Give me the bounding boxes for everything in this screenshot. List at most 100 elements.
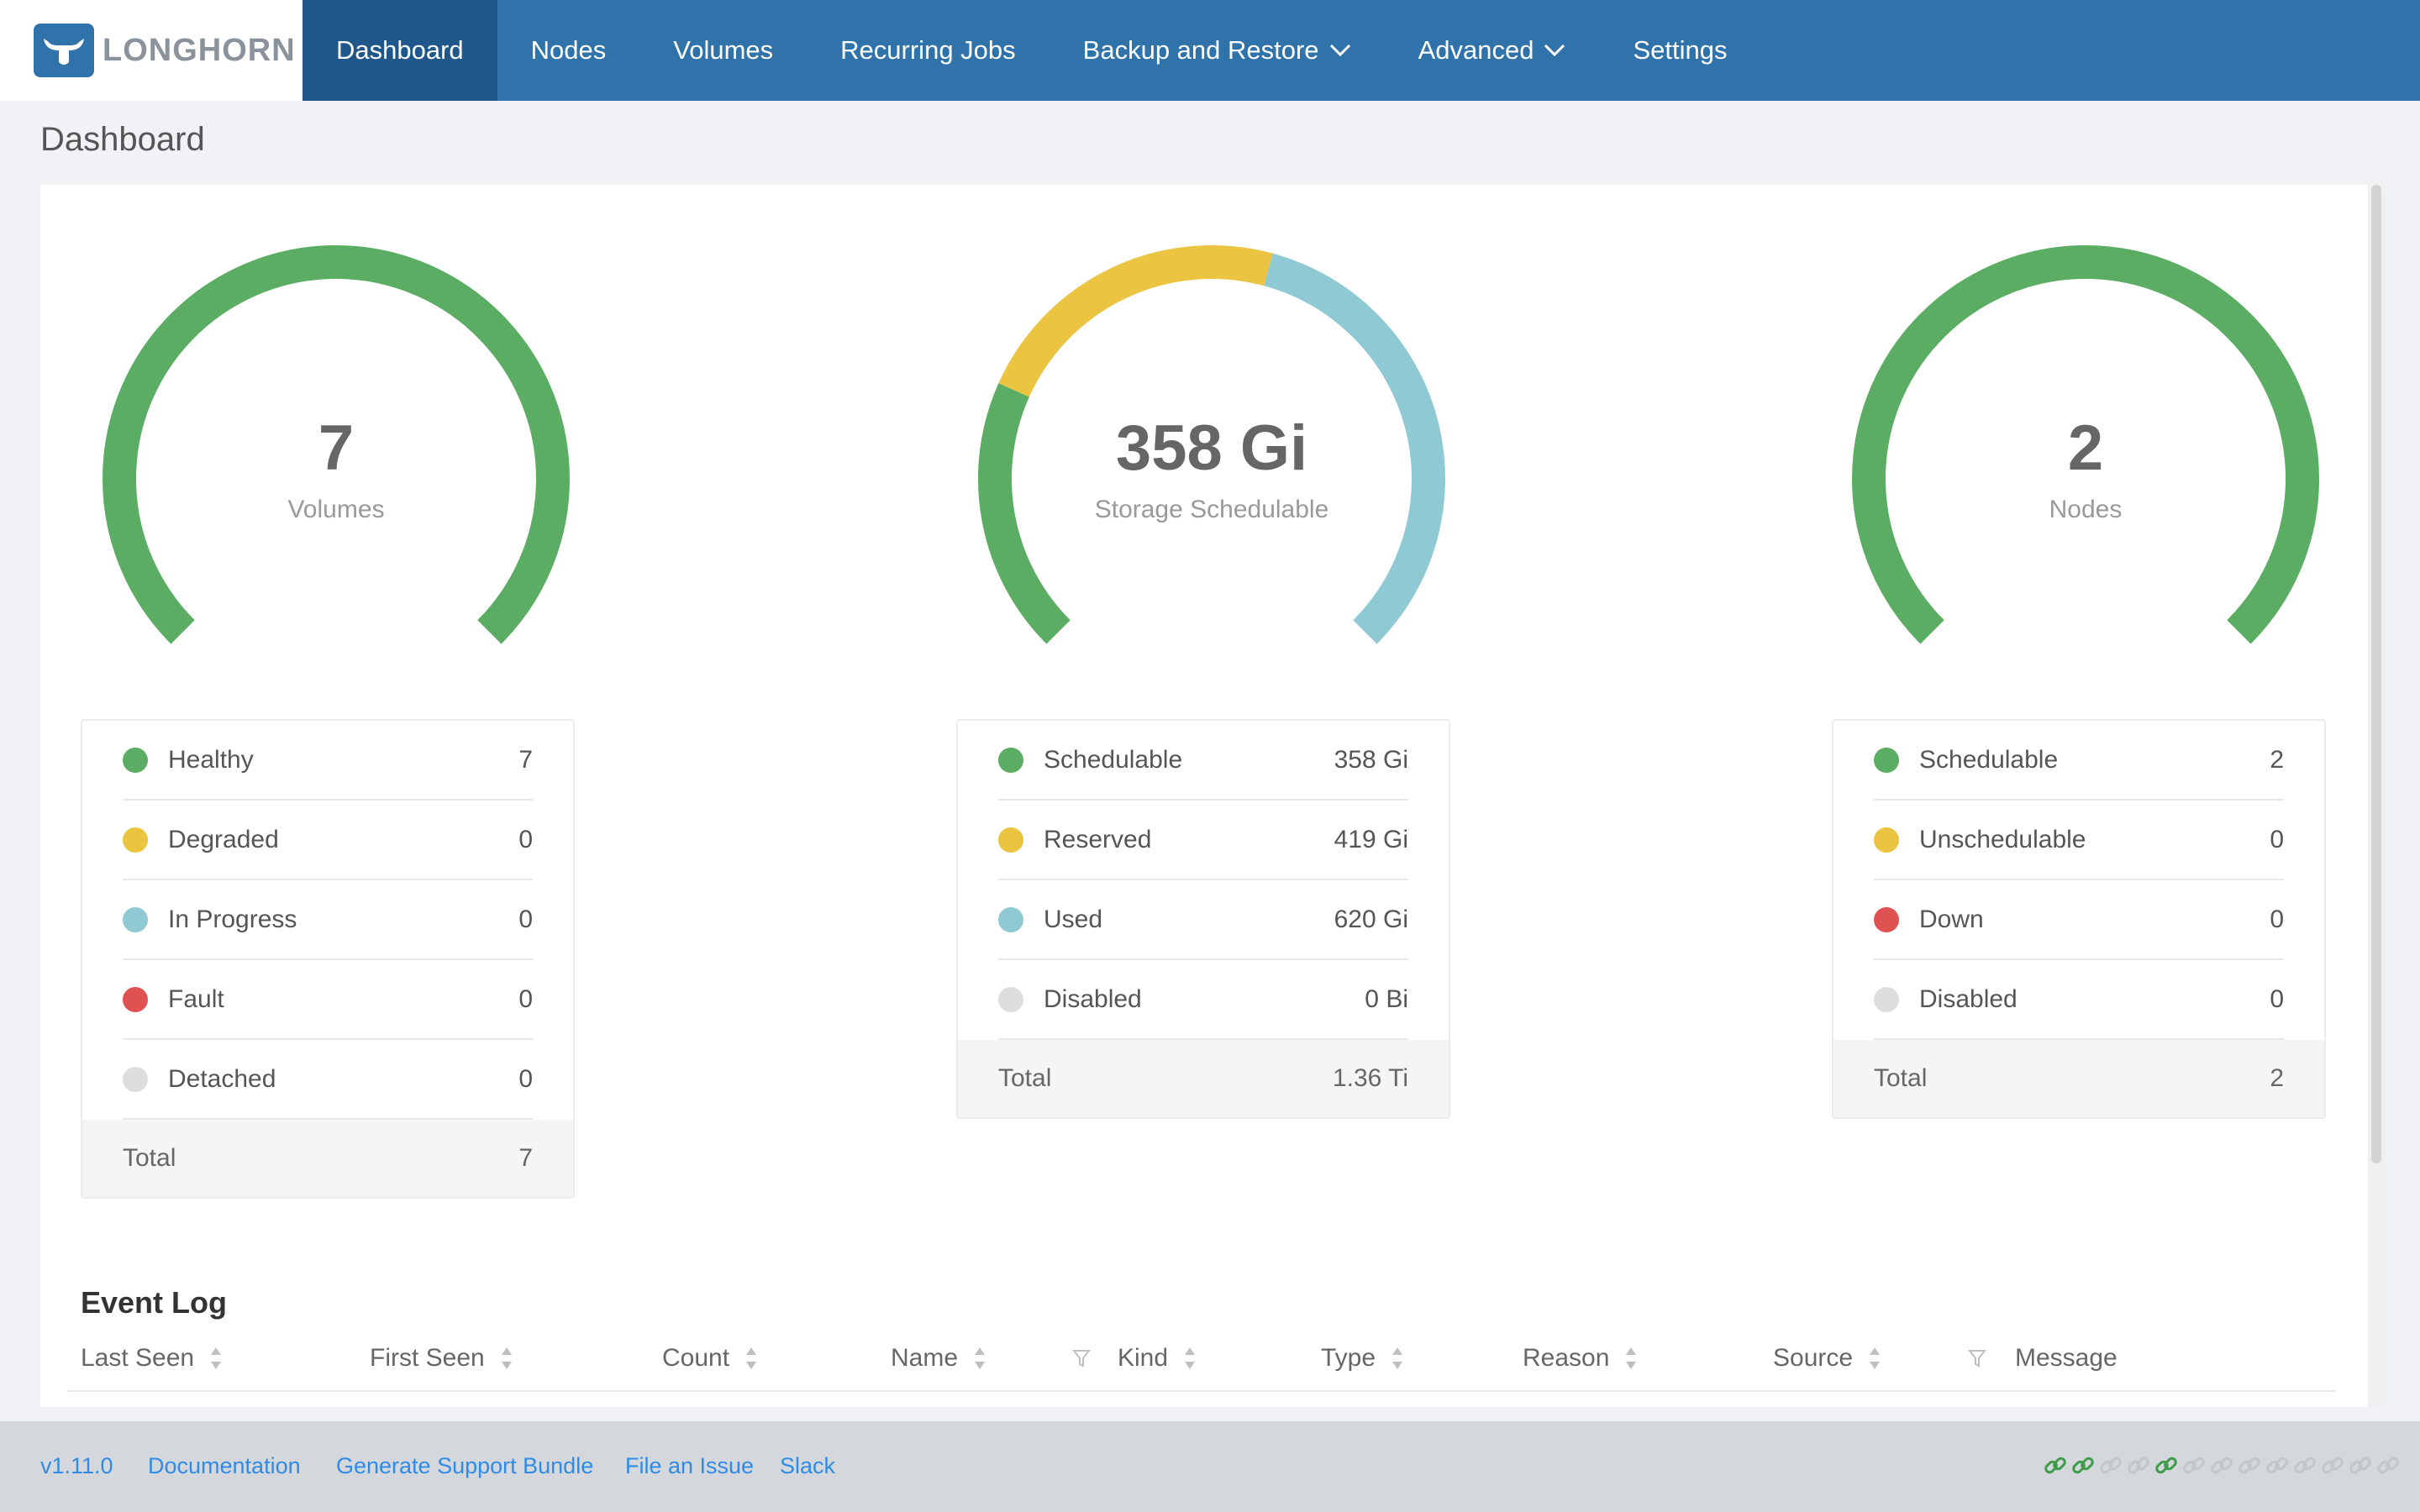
nav-backup-and-restore[interactable]: Backup and Restore <box>1050 0 1385 101</box>
event-log-title: Event Log <box>81 1285 228 1320</box>
scrollbar-thumb[interactable] <box>2371 185 2381 1163</box>
nav-dashboard[interactable]: Dashboard <box>302 0 497 101</box>
column-label: Name <box>891 1344 959 1372</box>
footer-link-file-an-issue[interactable]: File an Issue <box>625 1453 755 1478</box>
logo-text: LONGHORN <box>103 32 296 68</box>
scrollbar[interactable] <box>2368 185 2385 1407</box>
status-dot-icon <box>1874 827 1899 853</box>
sort-icon[interactable] <box>1624 1346 1638 1371</box>
legend-row-degraded[interactable]: Degraded 0 <box>123 801 533 880</box>
column-header-name[interactable]: Name <box>891 1344 986 1373</box>
column-label: Type <box>1321 1344 1376 1372</box>
nav-recurring-jobs[interactable]: Recurring Jobs <box>807 0 1049 101</box>
sort-icon[interactable] <box>973 1346 986 1371</box>
column-header-kind[interactable]: Kind <box>1118 1344 1197 1373</box>
sort-icon[interactable] <box>500 1346 513 1371</box>
legend-row-detached[interactable]: Detached 0 <box>123 1040 533 1120</box>
column-label: Kind <box>1118 1344 1169 1372</box>
connection-status-icons <box>2044 1453 2399 1483</box>
column-header-last-seen[interactable]: Last Seen <box>81 1344 223 1373</box>
sort-icon[interactable] <box>1868 1346 1881 1371</box>
link-icon <box>2265 1453 2289 1483</box>
legend-label: In Progress <box>168 905 297 933</box>
sort-icon[interactable] <box>209 1346 223 1371</box>
chevron-down-icon <box>1544 44 1565 57</box>
column-header-reason[interactable]: Reason <box>1523 1344 1638 1373</box>
status-dot-icon <box>123 1066 148 1092</box>
legend-row-healthy[interactable]: Healthy 7 <box>123 721 533 801</box>
column-label: First Seen <box>370 1344 485 1372</box>
filter-icon[interactable] <box>1071 1348 1092 1373</box>
storage-schedulable-legend: Schedulable 358 Gi Reserved 419 Gi Used 620 G… <box>956 719 1450 1119</box>
legend-row-schedulable[interactable]: Schedulable 2 <box>1874 721 2284 801</box>
link-icon <box>2154 1453 2178 1483</box>
nav-label: Advanced <box>1418 35 1534 65</box>
link-icon <box>2321 1453 2344 1483</box>
total-label: Total <box>1874 1064 1928 1092</box>
legend-label: Down <box>1919 905 1984 933</box>
legend-row-in-progress[interactable]: In Progress 0 <box>123 880 533 960</box>
legend-value: 358 Gi <box>1334 745 1408 774</box>
nav-settings[interactable]: Settings <box>1599 0 1760 101</box>
legend-label: Degraded <box>168 825 279 853</box>
legend-row-used[interactable]: Used 620 Gi <box>998 880 1408 960</box>
nav-label: Recurring Jobs <box>840 35 1016 65</box>
volumes-gauge: 7 Volumes <box>101 244 571 664</box>
legend-label: Used <box>1044 905 1103 933</box>
column-label: Message <box>2015 1344 2118 1372</box>
column-header-type[interactable]: Type <box>1321 1344 1404 1373</box>
sort-icon[interactable] <box>1391 1346 1404 1371</box>
total-value: 1.36 Ti <box>1332 1064 1408 1092</box>
legend-row-fault[interactable]: Fault 0 <box>123 960 533 1040</box>
legend-row-unschedulable[interactable]: Unschedulable 0 <box>1874 801 2284 880</box>
legend-row-schedulable[interactable]: Schedulable 358 Gi <box>998 721 1408 801</box>
footer-link-documentation[interactable]: Documentation <box>148 1453 301 1478</box>
gauge-value: 7 <box>318 412 355 484</box>
nav-nodes[interactable]: Nodes <box>497 0 640 101</box>
status-dot-icon <box>1874 747 1899 773</box>
longhorn-logo[interactable]: LONGHORN <box>0 0 302 101</box>
footer-link-generate-support-bundle[interactable]: Generate Support Bundle <box>336 1453 594 1478</box>
link-icon <box>2044 1453 2067 1483</box>
status-dot-icon <box>123 906 148 932</box>
column-header-count[interactable]: Count <box>662 1344 758 1373</box>
link-icon <box>2238 1453 2261 1483</box>
nodes-legend: Schedulable 2 Unschedulable 0 Down 0 Disabled 0… <box>1832 719 2326 1119</box>
status-dot-icon <box>1874 986 1899 1012</box>
column-header-message[interactable]: Message <box>2015 1344 2118 1373</box>
link-icon <box>2182 1453 2206 1483</box>
legend-row-down[interactable]: Down 0 <box>1874 880 2284 960</box>
top-navigation-bar: LONGHORN Dashboard Nodes Volumes Recurring … <box>0 0 2420 101</box>
total-label: Total <box>998 1064 1052 1092</box>
gauge-segment-schedulable <box>978 383 1071 644</box>
legend-row-disabled[interactable]: Disabled 0 Bi <box>998 960 1408 1040</box>
legend-value: 0 <box>518 905 533 933</box>
nav-label: Nodes <box>530 35 607 65</box>
legend-value: 0 <box>518 984 533 1013</box>
column-header-source[interactable]: Source <box>1773 1344 1881 1373</box>
column-label: Reason <box>1523 1344 1610 1372</box>
storage-schedulable-gauge: 358 Gi Storage Schedulable <box>976 244 1447 664</box>
nav-volumes[interactable]: Volumes <box>639 0 807 101</box>
status-dot-icon <box>123 827 148 853</box>
nav-label: Backup and Restore <box>1082 35 1319 65</box>
legend-row-disabled[interactable]: Disabled 0 <box>1874 960 2284 1040</box>
column-label: Last Seen <box>81 1344 195 1372</box>
nav-advanced[interactable]: Advanced <box>1385 0 1600 101</box>
legend-label: Detached <box>168 1064 276 1093</box>
column-header-first-seen[interactable]: First Seen <box>370 1344 513 1373</box>
gauge-label: Volumes <box>287 496 385 523</box>
legend-label: Reserved <box>1044 825 1152 853</box>
filter-icon[interactable] <box>1967 1348 1987 1373</box>
status-dot-icon <box>998 986 1023 1012</box>
legend-value: 0 <box>2270 825 2284 853</box>
sort-icon[interactable] <box>1183 1346 1197 1371</box>
volumes-legend: Healthy 7 Degraded 0 In Progress 0 Fault 0 Detac… <box>81 719 575 1199</box>
legend-total-row: Total 2 <box>1833 1040 2324 1117</box>
status-dot-icon <box>123 986 148 1012</box>
footer-link-v1-11-0[interactable]: v1.11.0 <box>40 1453 113 1478</box>
footer-link-slack[interactable]: Slack <box>780 1453 836 1478</box>
legend-row-reserved[interactable]: Reserved 419 Gi <box>998 801 1408 880</box>
link-icon <box>2099 1453 2123 1483</box>
sort-icon[interactable] <box>744 1346 758 1371</box>
